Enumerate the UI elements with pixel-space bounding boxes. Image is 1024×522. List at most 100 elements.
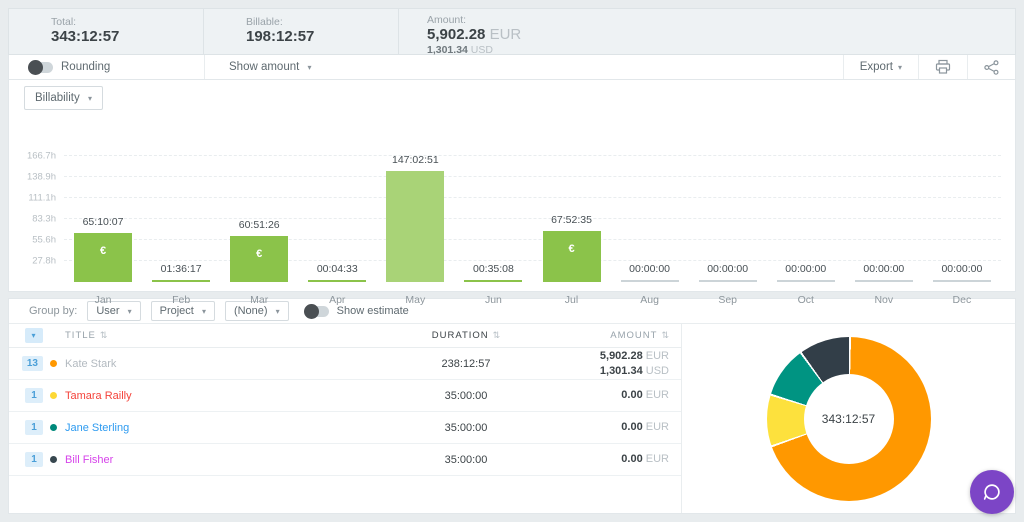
x-axis-label: Jan — [94, 294, 112, 306]
user-name-link[interactable]: Kate Stark — [65, 357, 117, 370]
euro-icon: € — [568, 243, 575, 255]
bar-column-oct[interactable]: 00:00:00 Oct — [767, 132, 845, 306]
billable-label: Billable: — [246, 16, 283, 28]
bar-value-label: 00:00:00 — [785, 263, 827, 275]
bar-column-nov[interactable]: 00:00:00 Nov — [845, 132, 923, 306]
amount-label: Amount: — [427, 14, 467, 26]
bar[interactable]: € — [230, 236, 289, 282]
bar-column-may[interactable]: 147:02:51 May — [376, 132, 454, 306]
gridline: 27.8h — [32, 256, 1001, 267]
table-header: ▾ TITLE ⇅ DURATION ⇅ AMOUNT ⇅ — [9, 324, 681, 348]
user-color-dot — [49, 424, 57, 432]
chevron-down-icon: ▾ — [201, 306, 206, 316]
bar[interactable]: € — [542, 231, 601, 282]
table-row[interactable]: 13 Kate Stark 238:12:57 5,902.28 EUR 1,301.3… — [9, 348, 681, 380]
bar-value-label: 00:35:08 — [472, 263, 514, 275]
amount-value: 0.00 EUR — [621, 421, 669, 434]
euro-icon: € — [256, 248, 263, 260]
show-estimate-section: Show estimate — [303, 303, 409, 319]
results-table: ▾ TITLE ⇅ DURATION ⇅ AMOUNT ⇅ 13 Kate Stark 2… — [9, 324, 682, 513]
bar-column-feb[interactable]: 01:36:17 Feb — [142, 132, 220, 306]
y-axis-tick: 83.3h — [32, 213, 56, 225]
share-button[interactable] — [967, 55, 1015, 79]
user-name-link[interactable]: Bill Fisher — [65, 453, 114, 466]
user-name-link[interactable]: Jane Sterling — [65, 421, 130, 434]
bar[interactable] — [932, 280, 991, 282]
show-amount-dropdown[interactable]: Show amount ▾ — [229, 61, 312, 73]
table-row[interactable]: 1 Bill Fisher 35:00:00 0.00 EUR — [9, 444, 681, 476]
group-by-user-dropdown[interactable]: User ▾ — [87, 301, 141, 321]
share-icon — [984, 59, 999, 75]
entry-count-badge: 13 — [21, 356, 43, 371]
collapse-all-button[interactable]: ▾ — [25, 328, 43, 343]
chat-bubble-icon — [983, 484, 1000, 500]
billability-dropdown[interactable]: Billability ▾ — [24, 86, 103, 110]
table-row[interactable]: 1 Tamara Railly 35:00:00 0.00 EUR — [9, 380, 681, 412]
gridline: 138.9h — [27, 172, 1001, 183]
show-amount-section: Show amount ▾ — [204, 55, 843, 79]
bar[interactable] — [308, 280, 367, 282]
header-amount[interactable]: AMOUNT ⇅ — [610, 329, 669, 341]
bar[interactable] — [152, 280, 211, 282]
gridline: 111.1h — [28, 193, 1001, 204]
bar-column-sep[interactable]: 00:00:00 Sep — [689, 132, 767, 306]
x-axis-label: Nov — [874, 294, 894, 306]
show-estimate-label: Show estimate — [336, 305, 409, 317]
summary-filler — [619, 9, 1015, 54]
chevron-down-icon: ▾ — [127, 306, 132, 316]
y-axis-tick: 55.6h — [32, 234, 56, 246]
amount-secondary: 1,301.34 USD — [427, 44, 493, 56]
bar[interactable]: € — [74, 233, 133, 282]
bar[interactable] — [698, 280, 757, 282]
detail-panel: Group by: User ▾ Project ▾ (None) ▾ Show… — [8, 298, 1016, 514]
bar[interactable] — [854, 280, 913, 282]
total-value: 343:12:57 — [51, 28, 120, 45]
bar-column-dec[interactable]: 00:00:00 Dec — [923, 132, 1001, 306]
sort-icon[interactable]: ⇅ — [492, 330, 501, 340]
bar[interactable] — [776, 280, 835, 282]
bar-value-label: 00:00:00 — [707, 263, 749, 275]
sort-icon[interactable]: ⇅ — [661, 329, 669, 340]
amount-value: 0.00 EUR — [621, 453, 669, 466]
donut-chart[interactable]: 343:12:57 — [766, 336, 931, 501]
show-estimate-toggle[interactable] — [303, 303, 329, 319]
x-axis-label: Feb — [172, 294, 191, 306]
amount-value: 5,902.28 EUR — [427, 26, 522, 43]
rounding-label: Rounding — [61, 61, 111, 73]
donut-chart-panel: 343:12:57 — [682, 324, 1015, 513]
x-axis-label: Apr — [329, 294, 346, 306]
bar[interactable] — [464, 280, 523, 282]
group-by-project-dropdown[interactable]: Project ▾ — [150, 301, 215, 321]
table-row[interactable]: 1 Jane Sterling 35:00:00 0.00 EUR — [9, 412, 681, 444]
export-button[interactable]: Export ▾ — [842, 55, 918, 79]
amount-value: 0.00 EUR — [621, 389, 669, 402]
toggle-knob — [303, 303, 319, 319]
bar[interactable] — [386, 171, 445, 282]
rounding-toggle[interactable] — [28, 59, 53, 75]
summary-bar: Total: 343:12:57 Billable: 198:12:57 Amo… — [8, 8, 1016, 56]
bar-column-jan[interactable]: 65:10:07 € Jan — [64, 132, 142, 306]
bar-column-apr[interactable]: 00:04:33 Apr — [298, 132, 376, 306]
bar-column-jun[interactable]: 00:35:08 Jun — [454, 132, 532, 306]
total-label: Total: — [51, 16, 77, 28]
sort-icon[interactable]: ⇅ — [99, 330, 108, 340]
bar-columns: 65:10:07 € Jan 01:36:17 Feb 60:51:26 € Mar 00:04… — [64, 132, 1001, 306]
bar[interactable] — [620, 280, 679, 282]
chat-button[interactable] — [970, 470, 1014, 514]
bar-value-label: 65:10:07 — [82, 216, 124, 228]
user-name-link[interactable]: Tamara Railly — [65, 389, 132, 402]
group-by-none-dropdown[interactable]: (None) ▾ — [224, 301, 289, 321]
bar-value-label: 00:00:00 — [629, 263, 671, 275]
print-button[interactable] — [918, 55, 967, 79]
x-axis-label: Jun — [484, 294, 502, 306]
x-axis-label: Sep — [718, 294, 737, 306]
header-duration[interactable]: DURATION ⇅ — [431, 330, 501, 341]
amount-value: 5,902.28 EUR 1,301.34 USD — [599, 349, 669, 377]
bar-column-aug[interactable]: 00:00:00 Aug — [611, 132, 689, 306]
user-color-dot — [49, 392, 57, 400]
bar-column-mar[interactable]: 60:51:26 € Mar — [220, 132, 298, 306]
printer-icon — [935, 59, 951, 74]
header-title[interactable]: TITLE ⇅ — [65, 330, 108, 341]
bar-column-jul[interactable]: 67:52:35 € Jul — [532, 132, 610, 306]
